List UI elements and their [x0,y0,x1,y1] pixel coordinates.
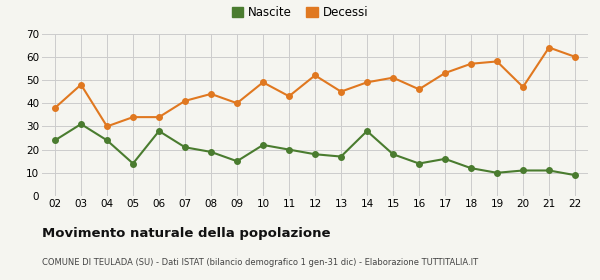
Nascite [389,153,397,156]
Nascite [545,169,553,172]
Line: Nascite: Nascite [52,121,578,178]
Nascite [155,129,163,133]
Decessi [208,92,215,95]
Decessi [571,55,578,59]
Decessi [311,74,319,77]
Decessi [467,62,475,66]
Nascite [52,139,59,142]
Decessi [52,106,59,109]
Legend: Nascite, Decessi: Nascite, Decessi [232,6,368,19]
Nascite [571,173,578,177]
Nascite [415,162,422,165]
Nascite [77,122,85,126]
Decessi [103,125,110,128]
Decessi [389,76,397,79]
Nascite [208,150,215,154]
Decessi [286,95,293,98]
Decessi [442,71,449,75]
Nascite [442,157,449,160]
Decessi [155,115,163,119]
Nascite [233,160,241,163]
Decessi [130,115,137,119]
Decessi [77,83,85,86]
Decessi [545,46,553,49]
Line: Decessi: Decessi [52,45,578,129]
Decessi [181,99,188,102]
Decessi [337,90,344,93]
Decessi [493,60,500,63]
Nascite [130,162,137,165]
Decessi [364,81,371,84]
Text: Movimento naturale della popolazione: Movimento naturale della popolazione [42,227,331,240]
Text: COMUNE DI TEULADA (SU) - Dati ISTAT (bilancio demografico 1 gen-31 dic) - Elabor: COMUNE DI TEULADA (SU) - Dati ISTAT (bil… [42,258,478,267]
Decessi [233,102,241,105]
Nascite [286,148,293,151]
Nascite [311,153,319,156]
Decessi [259,81,266,84]
Nascite [520,169,527,172]
Decessi [520,85,527,89]
Nascite [103,139,110,142]
Nascite [467,167,475,170]
Nascite [364,129,371,133]
Decessi [415,88,422,91]
Nascite [181,146,188,149]
Nascite [493,171,500,174]
Nascite [337,155,344,158]
Nascite [259,143,266,147]
